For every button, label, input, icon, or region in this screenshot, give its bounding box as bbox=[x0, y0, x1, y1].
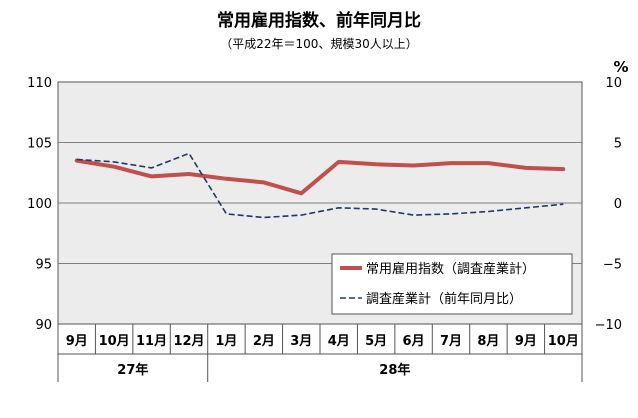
month-label: 8月 bbox=[477, 334, 499, 349]
right-tick-label: 0 bbox=[614, 197, 622, 212]
left-tick-label: 95 bbox=[35, 258, 52, 273]
right-axis-ticks: −10 −5 0 5 10 bbox=[595, 76, 622, 333]
series-lines bbox=[74, 152, 566, 219]
chart-subtitle: （平成22年＝100、規模30人以上） bbox=[220, 36, 417, 51]
left-tick-label: 110 bbox=[27, 76, 52, 91]
month-label: 10月 bbox=[548, 334, 579, 349]
month-label: 6月 bbox=[403, 334, 425, 349]
series-line-0 bbox=[74, 158, 566, 196]
month-label: 10月 bbox=[99, 334, 130, 349]
right-tick-label: −5 bbox=[603, 258, 622, 273]
month-label: 3月 bbox=[290, 334, 312, 349]
right-axis-unit: % bbox=[613, 58, 628, 76]
right-tick-label: 5 bbox=[614, 137, 622, 152]
month-label: 12月 bbox=[173, 334, 204, 349]
left-axis-ticks: 90 95 100 105 110 bbox=[27, 76, 52, 333]
legend-label-index: 常用雇用指数（調査産業計） bbox=[366, 261, 535, 277]
month-label: 9月 bbox=[66, 334, 88, 349]
month-label: 4月 bbox=[328, 334, 350, 349]
month-label: 9月 bbox=[515, 334, 537, 349]
legend-box bbox=[331, 253, 573, 315]
right-tick-label: 10 bbox=[605, 76, 622, 91]
year-label: 28年 bbox=[379, 362, 410, 378]
month-label: 7月 bbox=[440, 334, 462, 349]
right-tick-label: −10 bbox=[595, 318, 622, 333]
left-tick-label: 100 bbox=[27, 197, 52, 212]
category-axis: 9月 10月 11月 12月 1月 2月 3月 4月 5月 6月 7月 8月 9月 10月 27年 28年 bbox=[57, 324, 583, 382]
chart-title: 常用雇用指数、前年同月比 bbox=[217, 10, 421, 31]
legend: 常用雇用指数（調査産業計） 調査産業計（前年同月比） bbox=[331, 253, 573, 315]
left-tick-label: 105 bbox=[27, 137, 52, 152]
year-label: 27年 bbox=[117, 362, 148, 378]
series-line-1 bbox=[76, 152, 564, 219]
legend-label-yoy: 調査産業計（前年同月比） bbox=[366, 291, 522, 307]
month-label: 1月 bbox=[215, 334, 237, 349]
month-label: 11月 bbox=[136, 334, 167, 349]
left-tick-label: 90 bbox=[35, 318, 52, 333]
month-label: 5月 bbox=[365, 334, 387, 349]
month-label: 2月 bbox=[253, 334, 275, 349]
